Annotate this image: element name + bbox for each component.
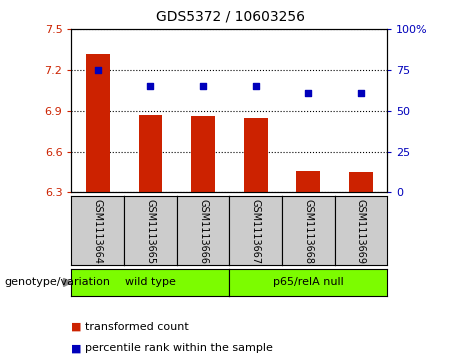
Text: GSM1113669: GSM1113669 <box>356 200 366 265</box>
Text: GSM1113665: GSM1113665 <box>145 200 155 265</box>
Point <box>357 90 365 96</box>
Point <box>252 83 260 89</box>
Text: GDS5372 / 10603256: GDS5372 / 10603256 <box>156 9 305 23</box>
Bar <box>86 54 110 192</box>
Text: GSM1113666: GSM1113666 <box>198 200 208 265</box>
Point <box>147 83 154 89</box>
Text: percentile rank within the sample: percentile rank within the sample <box>85 343 273 354</box>
Text: genotype/variation: genotype/variation <box>5 277 111 287</box>
Text: transformed count: transformed count <box>85 322 189 332</box>
Text: GSM1113664: GSM1113664 <box>93 200 103 265</box>
Bar <box>349 172 373 192</box>
Point <box>305 90 312 96</box>
Text: GSM1113668: GSM1113668 <box>303 200 313 265</box>
Text: p65/relA null: p65/relA null <box>273 277 343 287</box>
Text: GSM1113667: GSM1113667 <box>251 200 260 265</box>
Bar <box>244 118 267 192</box>
Text: ■: ■ <box>71 343 82 354</box>
Bar <box>191 116 215 192</box>
Point <box>94 67 101 73</box>
Bar <box>139 115 162 192</box>
Point <box>199 83 207 89</box>
Text: wild type: wild type <box>125 277 176 287</box>
Bar <box>296 171 320 192</box>
Text: ■: ■ <box>71 322 82 332</box>
